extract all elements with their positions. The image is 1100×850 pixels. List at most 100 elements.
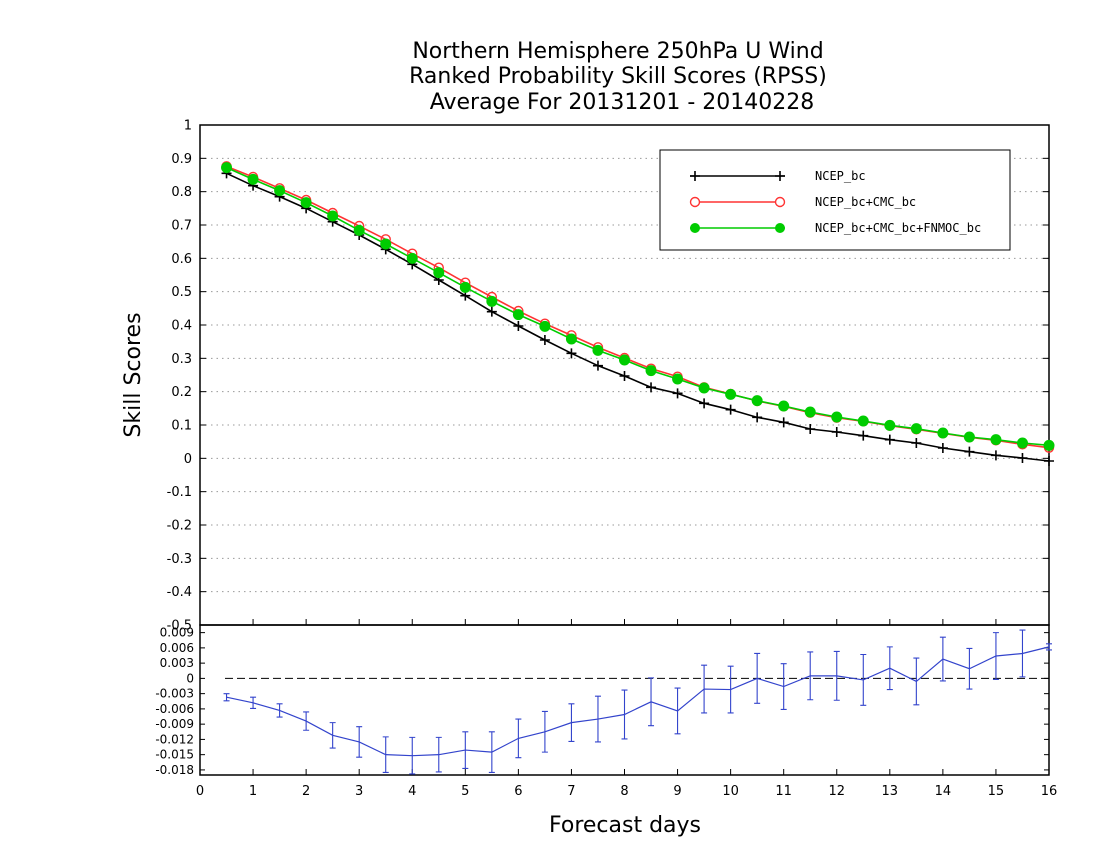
sub-y-tick-label: 0.003 xyxy=(160,656,194,670)
x-tick-label: 2 xyxy=(302,784,310,799)
data-point xyxy=(247,173,259,185)
data-point xyxy=(566,348,577,359)
error-bar xyxy=(648,677,655,727)
error-bar xyxy=(913,657,920,706)
error-bar xyxy=(1019,629,1026,678)
y-tick-label: -0.3 xyxy=(167,552,192,567)
error-bar xyxy=(727,665,734,714)
error-bar xyxy=(409,736,416,775)
data-point xyxy=(858,430,869,441)
data-point xyxy=(857,415,869,427)
data-point xyxy=(486,306,497,317)
data-point xyxy=(751,395,763,407)
legend-marker xyxy=(775,223,785,233)
sub-y-tick-label: -0.018 xyxy=(155,763,194,777)
y-axis-label: Skill Scores xyxy=(121,312,146,437)
data-point xyxy=(778,417,789,428)
x-tick-label: 12 xyxy=(828,784,845,799)
title-line-2: Ranked Probability Skill Scores (RPSS) xyxy=(409,64,827,89)
error-bar xyxy=(674,687,681,735)
main-series-group xyxy=(221,161,1055,466)
error-bar xyxy=(754,652,761,704)
error-bar xyxy=(1046,643,1052,651)
x-tick-label: 1 xyxy=(249,784,257,799)
sub-y-tick-label: -0.009 xyxy=(155,717,194,731)
data-point xyxy=(486,295,498,307)
data-point xyxy=(512,309,524,321)
data-point xyxy=(513,321,524,331)
data-point xyxy=(539,335,550,345)
data-point xyxy=(619,371,630,381)
data-point xyxy=(725,388,737,400)
error-bar xyxy=(621,689,628,740)
y-tick-label: 0.7 xyxy=(171,219,192,234)
error-bar xyxy=(939,636,946,682)
y-tick-label: -0.4 xyxy=(167,585,192,600)
legend-label: NCEP_bc xyxy=(815,169,866,183)
error-bar xyxy=(992,632,999,680)
series-NCEP_bc xyxy=(221,168,1054,466)
x-axis-label: Forecast days xyxy=(549,813,701,838)
error-bar xyxy=(488,731,495,774)
x-tick-label: 4 xyxy=(408,784,416,799)
legend-item: NCEP_bc xyxy=(690,169,866,183)
data-point xyxy=(353,224,365,236)
sub-y-tick-label: 0 xyxy=(186,671,194,685)
data-point xyxy=(274,185,286,197)
error-bar xyxy=(807,651,814,701)
y-tick-label: 0.1 xyxy=(171,419,192,434)
data-point xyxy=(964,446,975,457)
main-y-axis: 1 0.9 0.8 0.7 0.6 0.5 0.4 0.3 0.2 0.1 0 -0.1 -0.2 -0.… xyxy=(167,119,1049,634)
y-tick-label: -0.2 xyxy=(167,519,192,534)
data-point xyxy=(698,382,710,394)
sub-y-tick-label: -0.006 xyxy=(155,702,194,716)
error-bar xyxy=(541,710,548,753)
data-point xyxy=(1044,456,1054,466)
error-bar xyxy=(860,653,867,706)
data-point xyxy=(990,434,1002,446)
difference-series xyxy=(223,629,1052,775)
x-tick-label: 3 xyxy=(355,784,363,799)
sub-y-tick-label: -0.003 xyxy=(155,687,194,701)
data-point xyxy=(699,398,710,409)
y-tick-label: 0.4 xyxy=(171,319,192,334)
legend-box xyxy=(659,149,1011,251)
data-point xyxy=(831,427,842,437)
error-bar xyxy=(250,696,257,709)
y-tick-label: 0.5 xyxy=(171,285,192,300)
data-point xyxy=(1017,453,1028,463)
data-point xyxy=(300,197,312,209)
error-bar xyxy=(223,693,230,702)
legend-marker xyxy=(689,196,701,208)
error-bar xyxy=(329,722,336,749)
y-tick-label: 0.6 xyxy=(171,252,192,267)
error-bar xyxy=(356,726,363,758)
x-tick-label: 15 xyxy=(988,784,1005,799)
y-tick-label: -0.5 xyxy=(167,619,192,634)
data-point xyxy=(937,443,948,453)
x-tick-label: 9 xyxy=(673,784,681,799)
data-point xyxy=(459,281,471,293)
error-bar xyxy=(568,703,575,742)
error-bar xyxy=(701,664,708,714)
data-point xyxy=(990,450,1001,461)
data-point xyxy=(778,400,790,412)
legend-marker xyxy=(690,223,700,233)
x-tick-label: 14 xyxy=(935,784,952,799)
difference-line xyxy=(226,646,1050,757)
data-point xyxy=(884,419,896,431)
sub-y-tick-label: 0.009 xyxy=(160,626,194,640)
error-bar xyxy=(886,646,893,691)
error-bar xyxy=(515,718,522,759)
y-tick-label: 1 xyxy=(184,119,192,134)
error-bar xyxy=(833,650,840,701)
data-point xyxy=(592,344,604,356)
data-point xyxy=(804,406,816,418)
sub-y-tick-label: -0.012 xyxy=(155,732,194,746)
legend-label: NCEP_bc+CMC_bc xyxy=(815,195,916,209)
x-tick-label: 16 xyxy=(1041,784,1058,799)
data-point xyxy=(433,267,445,279)
error-bar xyxy=(276,703,283,718)
data-point xyxy=(1043,439,1055,451)
